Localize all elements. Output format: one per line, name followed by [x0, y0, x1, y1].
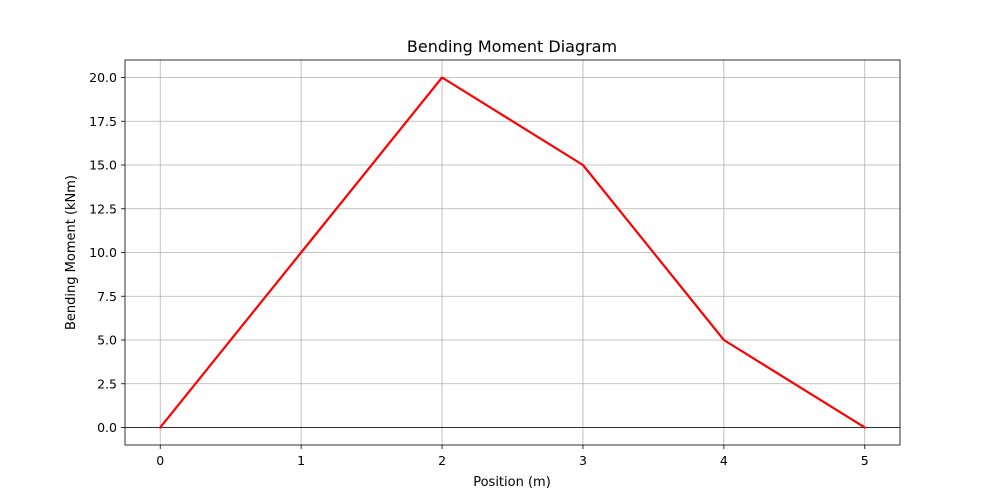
x-tick-label: 0	[156, 453, 164, 468]
y-tick-label: 10.0	[89, 245, 117, 260]
y-tick-label: 2.5	[97, 376, 117, 391]
y-tick-label: 12.5	[89, 201, 117, 216]
y-tick-label: 20.0	[89, 70, 117, 85]
x-tick-label: 3	[579, 453, 587, 468]
x-tick-label: 5	[861, 453, 869, 468]
y-tick-label: 15.0	[89, 158, 117, 173]
y-tick-label: 5.0	[97, 333, 117, 348]
x-tick-label: 4	[720, 453, 728, 468]
y-axis-label: Bending Moment (kNm)	[64, 175, 79, 330]
x-tick-label: 1	[297, 453, 305, 468]
chart-title: Bending Moment Diagram	[407, 37, 617, 56]
x-axis-label: Position (m)	[473, 475, 551, 490]
x-tick-label: 2	[438, 453, 446, 468]
y-tick-label: 0.0	[97, 420, 117, 435]
series-layer	[158, 76, 867, 430]
ticks: 0 1 2 3 4 5 0.0 2.5 5.0 7.5 10.0 12.5 15.0 17.5 20.0	[89, 70, 869, 468]
y-tick-label: 17.5	[89, 114, 117, 129]
y-tick-label: 7.5	[97, 289, 117, 304]
series-line-0	[158, 76, 867, 430]
